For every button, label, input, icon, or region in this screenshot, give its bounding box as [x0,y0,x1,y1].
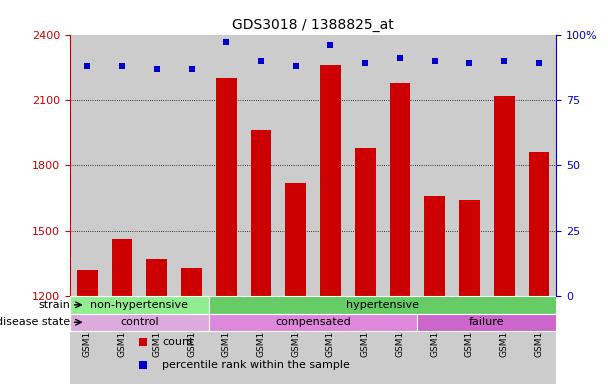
Text: count: count [162,337,194,347]
Bar [424,196,445,296]
Bar [494,96,514,296]
Bar [216,78,237,296]
Bar [320,65,341,296]
Bar [459,200,480,296]
Text: failure: failure [469,317,505,327]
Bar [528,152,550,296]
Bar [70,296,556,384]
Bar [112,240,133,296]
Bar [355,148,376,296]
Bar [70,296,209,314]
Title: GDS3018 / 1388825_at: GDS3018 / 1388825_at [232,18,394,32]
Bar [147,259,167,296]
Bar [181,268,202,296]
Text: non-hypertensive: non-hypertensive [91,300,188,310]
Text: disease state: disease state [0,317,70,327]
Text: strain: strain [38,300,70,310]
Bar [209,296,556,314]
Text: percentile rank within the sample: percentile rank within the sample [162,360,350,370]
Bar [209,314,417,331]
Bar [70,35,556,296]
Text: compensated: compensated [275,317,351,327]
Text: control: control [120,317,159,327]
Bar [417,314,556,331]
Text: hypertensive: hypertensive [346,300,419,310]
Bar [77,270,98,296]
Bar [70,314,209,331]
Bar [285,183,306,296]
Bar [390,83,410,296]
Bar [250,131,271,296]
